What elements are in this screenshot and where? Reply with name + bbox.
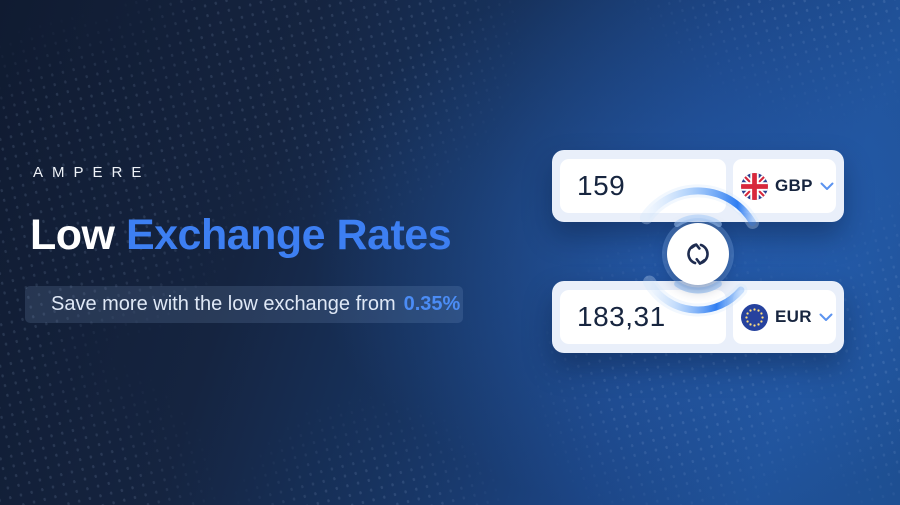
amount-input-from[interactable]: 159 — [560, 159, 726, 213]
title-accent: Exchange Rates — [125, 211, 452, 259]
currency-selector-to[interactable]: EUR — [733, 290, 836, 344]
brand-logo: AMPERE — [33, 164, 151, 181]
chevron-down-icon[interactable] — [819, 313, 833, 322]
tagline-pill: Save more with the low exchange from 0.3… — [25, 286, 463, 323]
currency-selector-from[interactable]: GBP — [733, 159, 836, 213]
european-union-flag-icon — [741, 303, 768, 331]
chevron-down-icon[interactable] — [820, 182, 834, 191]
currency-code-from: GBP — [775, 176, 813, 195]
converter-card-to: 183,31 EUR — [552, 281, 844, 353]
amount-input-to[interactable]: 183,31 — [560, 290, 726, 344]
converter-card-from: 159 GBP — [552, 150, 844, 222]
page-title: Low Exchange Rates — [30, 211, 452, 259]
united-kingdom-flag-icon — [741, 172, 768, 200]
sync-arrows-icon — [687, 243, 709, 265]
currency-converter: 159 GBP — [552, 150, 844, 353]
title-lead: Low — [30, 211, 115, 259]
tagline-text: Save more with the low exchange from — [51, 293, 396, 315]
tagline-highlight: 0.35% — [403, 293, 461, 315]
currency-code-to: EUR — [775, 307, 812, 326]
swap-currencies-button[interactable] — [667, 223, 729, 285]
